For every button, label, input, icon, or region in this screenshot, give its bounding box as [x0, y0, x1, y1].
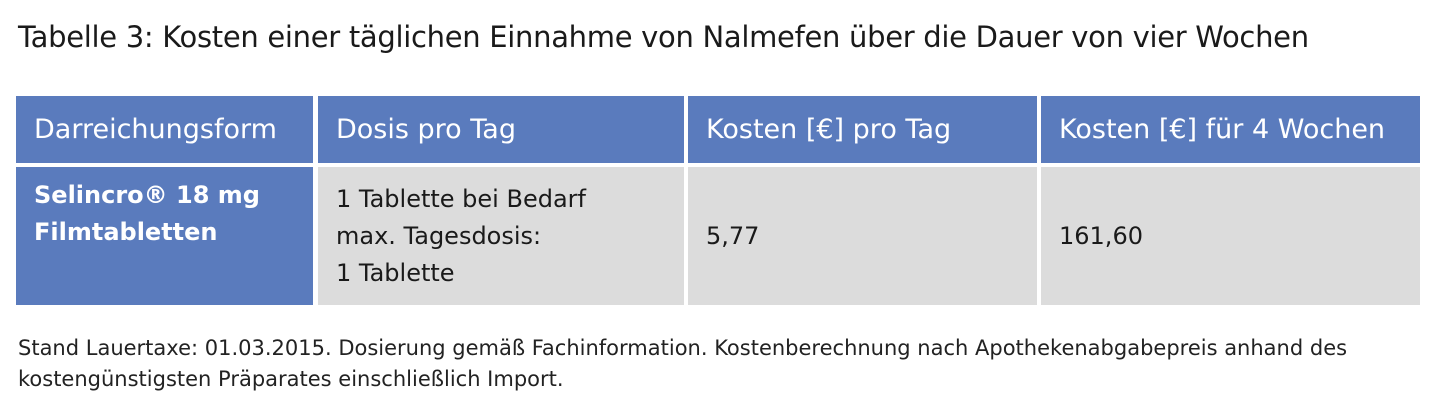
body-cell: 5,77 — [688, 167, 1037, 305]
cell-line: 5,77 — [706, 221, 760, 250]
header-cell: Darreichungsform — [16, 96, 313, 163]
footnote-line: Stand Lauertaxe: 01.03.2015. Dosierung g… — [18, 336, 1348, 360]
body-cell: 161,60 — [1041, 167, 1420, 305]
cell-line: 161,60 — [1059, 221, 1143, 250]
body-cell: Selincro® 18 mg Filmtabletten — [16, 167, 313, 305]
header-cell: Dosis pro Tag — [318, 96, 684, 163]
cell-line: Selincro® 18 mg — [34, 181, 260, 209]
title: Tabelle 3: Kosten einer täglichen Einnah… — [18, 20, 1309, 54]
cell-line: 1 Tablette — [336, 258, 455, 287]
cell-line: max. Tagesdosis: — [336, 221, 542, 250]
footnote-line: kostengünstigsten Präparates einschließl… — [18, 367, 564, 391]
cell-line: Filmtabletten — [34, 218, 218, 246]
cell-line: 1 Tablette bei Bedarf — [336, 184, 586, 213]
header-cell: Kosten [€] pro Tag — [688, 96, 1037, 163]
header-cell: Kosten [€] für 4 Wochen — [1041, 96, 1420, 163]
body-cell: 1 Tablette bei Bedarf max. Tagesdosis: 1 T… — [318, 167, 684, 305]
